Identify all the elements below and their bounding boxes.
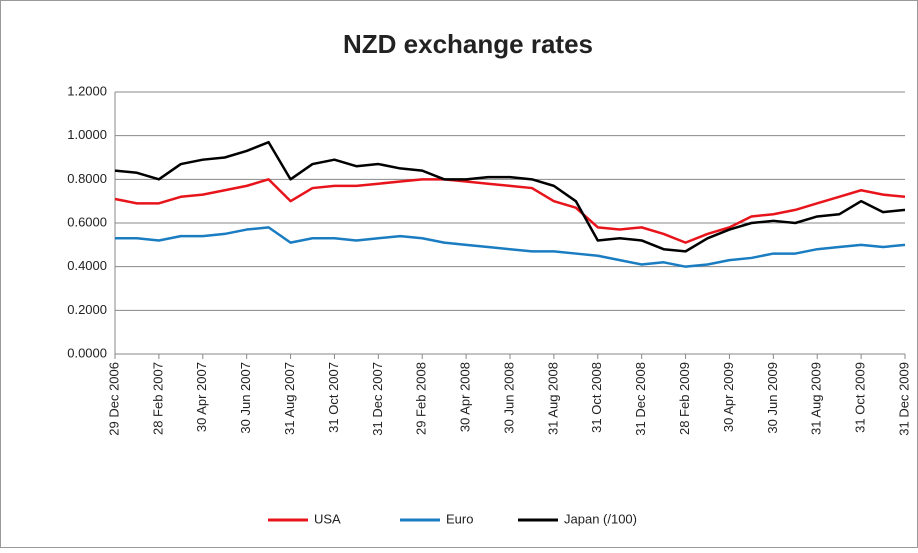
x-tick-label: 28 Feb 2007	[150, 362, 165, 435]
x-tick-label: 30 Apr 2009	[721, 362, 736, 432]
x-tick-label: 31 Oct 2008	[589, 362, 604, 433]
x-tick-label: 31 Dec 2008	[633, 362, 648, 436]
series-line	[114, 140, 906, 253]
x-tick-label: 28 Feb 2009	[677, 362, 692, 435]
x-tick-label: 31 Oct 2009	[853, 362, 868, 433]
x-tick-label: 31 Oct 2007	[326, 362, 341, 433]
series-line	[114, 178, 906, 244]
x-tick-label: 30 Apr 2008	[458, 362, 473, 432]
legend-label: USA	[314, 511, 341, 526]
y-tick-label: 1.2000	[67, 83, 107, 98]
x-tick-label: 31 Dec 2007	[370, 362, 385, 436]
x-tick-label: 29 Feb 2008	[414, 362, 429, 435]
x-tick-label: 31 Dec 2009	[896, 362, 911, 436]
y-tick-label: 0.6000	[67, 214, 107, 229]
y-tick-label: 0.4000	[67, 258, 107, 273]
x-tick-label: 31 Aug 2008	[545, 362, 560, 435]
y-tick-label: 0.8000	[67, 171, 107, 186]
legend-label: Euro	[446, 511, 473, 526]
legend-label: Japan (/100)	[564, 511, 637, 526]
series-line	[115, 226, 906, 268]
x-tick-label: 31 Aug 2009	[809, 362, 824, 435]
chart-title: NZD exchange rates	[343, 29, 593, 59]
x-tick-label: 30 Jun 2007	[238, 362, 253, 434]
y-tick-label: 1.0000	[67, 127, 107, 142]
x-tick-label: 29 Dec 2006	[106, 362, 121, 436]
x-tick-label: 31 Aug 2007	[282, 362, 297, 435]
x-tick-label: 30 Jun 2008	[501, 362, 516, 434]
y-tick-label: 0.0000	[67, 345, 107, 360]
x-tick-label: 30 Jun 2009	[765, 362, 780, 434]
x-tick-label: 30 Apr 2007	[194, 362, 209, 432]
y-tick-label: 0.2000	[67, 302, 107, 317]
